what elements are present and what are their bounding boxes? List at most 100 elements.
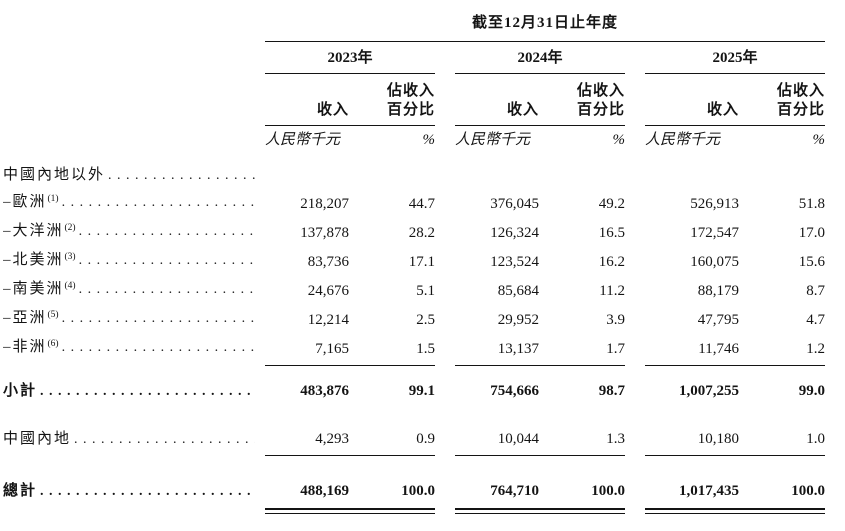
revenue-column-header: 收入 xyxy=(455,73,539,126)
revenue-value xyxy=(645,156,739,191)
revenue-value: 7,165 xyxy=(265,336,349,366)
pct-header-line1: 佔收入 xyxy=(386,83,435,99)
year-2025-header: 2025年 xyxy=(645,41,826,74)
row-label-subtotal: 小計 xyxy=(3,365,265,408)
pct-header-line1: 佔收入 xyxy=(576,83,625,99)
year-2024-header: 2024年 xyxy=(455,41,625,74)
total-double-rule-row xyxy=(3,505,826,514)
column-gap xyxy=(625,156,645,191)
pct-value: 28.2 xyxy=(408,225,435,241)
column-gap xyxy=(435,408,455,456)
pct-value: 100.0 xyxy=(401,482,435,499)
double-rule-cell xyxy=(539,505,625,514)
row-label-text: –非洲 xyxy=(3,339,47,355)
revenue-value xyxy=(265,156,349,191)
dotted-leader xyxy=(40,482,255,501)
revenue-value: 11,746 xyxy=(645,336,739,366)
pct-value: 1.3 xyxy=(539,407,625,456)
column-header-row: 收入 佔收入 百分比 收入 佔收入 百分比 收入 佔收入 百分比 xyxy=(3,73,826,126)
period-title-row: 截至12月31日止年度 xyxy=(3,8,826,42)
dotted-leader xyxy=(74,430,255,449)
row-label-text: –亞洲 xyxy=(3,310,47,326)
row-label-text: –大洋洲 xyxy=(3,223,64,239)
dotted-leader xyxy=(79,222,255,241)
footnote-marker: (4) xyxy=(64,281,76,291)
revenue-value: 754,666 xyxy=(490,382,539,399)
pct-value: 49.2 xyxy=(598,196,625,212)
dotted-leader xyxy=(40,382,255,401)
pct-value: 100.0 xyxy=(591,482,625,499)
table-row-south-america: –南美洲(4) 24,676 5.1 85,684 11.2 88,179 8.7 xyxy=(3,278,825,307)
pct-value: 44.7 xyxy=(408,196,435,212)
revenue-value: 47,795 xyxy=(697,312,739,328)
double-rule-cell xyxy=(739,505,826,514)
unit-header-row: 人民幣千元 % 人民幣千元 % 人民幣千元 % xyxy=(3,126,825,157)
row-label-text: 總計 xyxy=(3,482,38,499)
column-gap xyxy=(435,455,455,505)
pct-value: 4.7 xyxy=(806,312,826,328)
double-rule xyxy=(645,507,739,514)
revenue-by-region-table: 截至12月31日止年度 2023年 2024年 2025年 收入 佔收入 百分比… xyxy=(3,8,826,514)
pct-header-line2: 百分比 xyxy=(386,102,435,118)
pct-value: 5.1 xyxy=(416,283,435,299)
pct-unit-label: % xyxy=(422,132,436,148)
column-gap xyxy=(435,278,455,307)
revenue-value: 13,137 xyxy=(455,336,539,366)
pct-column-header: 佔收入 百分比 xyxy=(349,73,435,126)
row-label-africa: –非洲 (6) xyxy=(3,336,265,365)
double-rule-cell xyxy=(349,505,435,514)
column-gap xyxy=(625,220,645,249)
row-label-text: –歐洲 xyxy=(3,194,47,210)
pct-value xyxy=(539,156,625,191)
row-label-oceania: –大洋洲 (2) xyxy=(3,220,265,249)
pct-value: 1.7 xyxy=(539,336,625,366)
revenue-value: 10,044 xyxy=(455,407,539,456)
column-gap xyxy=(625,336,645,365)
column-gap xyxy=(435,307,455,336)
dotted-leader xyxy=(62,193,255,212)
row-label-outside-mainland-china: 中國內地以外 xyxy=(3,156,265,191)
revenue-value: 218,207 xyxy=(300,196,349,212)
column-gap xyxy=(625,365,645,408)
year-2023-header: 2023年 xyxy=(265,41,435,74)
pct-value: 0.9 xyxy=(349,407,435,456)
footnote-marker: (1) xyxy=(47,194,59,204)
revenue-value: 483,876 xyxy=(300,382,349,399)
revenue-value: 137,878 xyxy=(300,225,349,241)
footnote-marker: (3) xyxy=(64,252,76,262)
year-header-row: 2023年 2024年 2025年 xyxy=(3,41,826,74)
column-gap xyxy=(625,505,645,514)
double-rule xyxy=(539,507,625,514)
row-label-text: –北美洲 xyxy=(3,252,64,268)
revenue-value: 4,293 xyxy=(265,407,349,456)
pct-value: 11.2 xyxy=(599,283,625,299)
double-rule xyxy=(455,507,539,514)
column-gap xyxy=(625,455,645,505)
column-gap xyxy=(3,505,265,514)
revenue-unit-label: 人民幣千元 xyxy=(265,132,341,148)
revenue-value: 123,524 xyxy=(490,254,539,270)
revenue-value: 12,214 xyxy=(307,312,349,328)
row-label-text: 小計 xyxy=(3,382,38,399)
row-label-europe: –歐洲 (1) xyxy=(3,191,265,220)
footnote-marker: (5) xyxy=(47,310,59,320)
row-label-text: 中國內地以外 xyxy=(3,167,106,183)
revenue-value: 1,017,435 xyxy=(679,482,739,499)
footnote-marker: (2) xyxy=(64,223,76,233)
pct-value: 99.1 xyxy=(408,382,435,399)
pct-value: 15.6 xyxy=(798,254,826,270)
table-row-asia: –亞洲(5) 12,214 2.5 29,952 3.9 47,795 4.7 xyxy=(3,307,825,336)
revenue-value: 160,075 xyxy=(690,254,739,270)
pct-value xyxy=(739,156,825,191)
double-rule xyxy=(739,507,826,514)
column-gap xyxy=(435,505,455,514)
table-row-europe: –歐洲(1) 218,207 44.7 376,045 49.2 526,913 51.8 xyxy=(3,191,825,220)
row-label-text: –南美洲 xyxy=(3,281,64,297)
column-gap xyxy=(435,220,455,249)
revenue-value: 29,952 xyxy=(497,312,539,328)
pct-value: 8.7 xyxy=(806,283,826,299)
revenue-value xyxy=(455,156,539,191)
pct-unit-label: % xyxy=(812,132,826,148)
row-label-north-america: –北美洲 (3) xyxy=(3,249,265,278)
